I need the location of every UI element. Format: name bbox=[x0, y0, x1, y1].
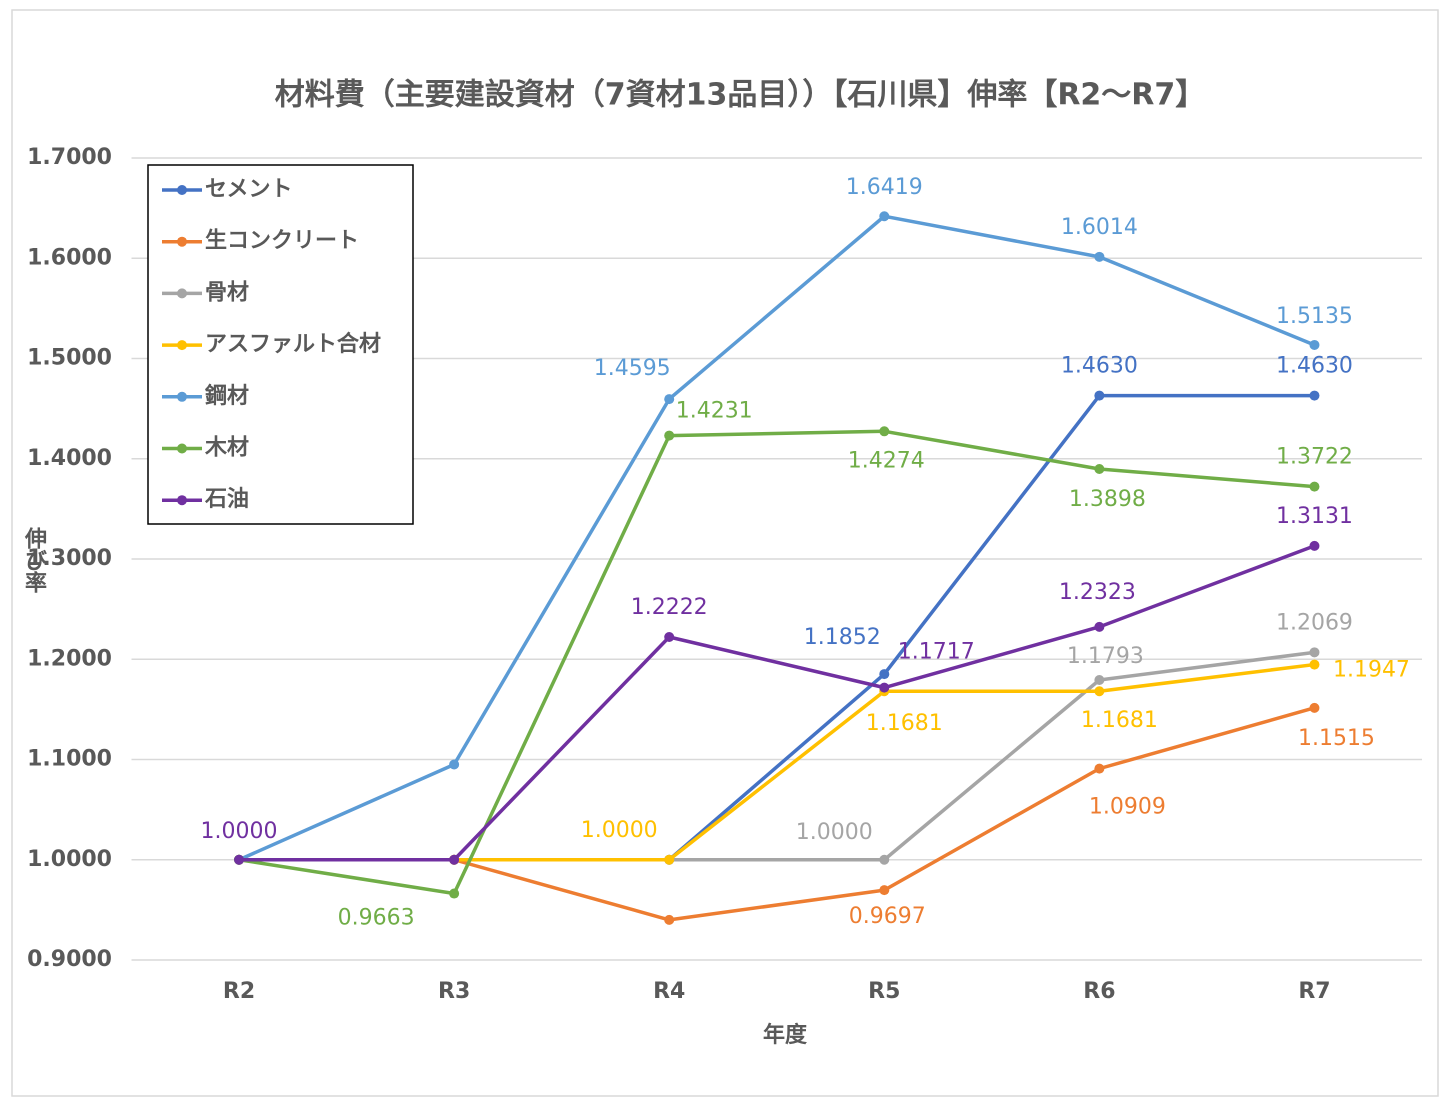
legend-marker bbox=[177, 340, 187, 351]
point bbox=[664, 914, 675, 925]
point bbox=[879, 211, 890, 222]
point bbox=[1094, 675, 1105, 686]
point bbox=[449, 854, 460, 865]
point bbox=[879, 885, 890, 896]
point bbox=[879, 854, 890, 865]
data-label: 1.1515 bbox=[1298, 726, 1375, 751]
legend-label: 鋼材 bbox=[204, 383, 249, 409]
data-label: 1.2069 bbox=[1276, 610, 1353, 635]
chart-title: 材料費（主要建設資材（7資材13品目））【石川県】伸率【R2～R7】 bbox=[275, 78, 1206, 113]
data-label: 1.4274 bbox=[848, 448, 925, 473]
point bbox=[1309, 647, 1320, 658]
series bbox=[234, 211, 1320, 865]
data-label: 1.6419 bbox=[846, 175, 923, 200]
data-label: 1.1717 bbox=[898, 640, 975, 665]
data-label: 1.2222 bbox=[631, 595, 708, 620]
point bbox=[1309, 339, 1320, 350]
data-label: 1.4231 bbox=[676, 399, 753, 424]
point bbox=[664, 631, 675, 642]
data-label: 1.3131 bbox=[1276, 504, 1353, 529]
point bbox=[234, 854, 245, 865]
legend-marker bbox=[177, 236, 187, 247]
y-axis-label: 伸び率 bbox=[21, 527, 48, 593]
legend-marker bbox=[177, 391, 187, 402]
data-label: 1.0000 bbox=[201, 819, 278, 844]
data-label: 1.1681 bbox=[866, 711, 943, 736]
legend-marker bbox=[177, 495, 187, 506]
data-label: 1.0000 bbox=[796, 820, 873, 845]
point bbox=[664, 394, 675, 405]
series-line bbox=[238, 214, 1316, 862]
legend-label: 生コンクリート bbox=[205, 229, 359, 254]
legend-marker bbox=[177, 288, 187, 299]
point bbox=[664, 854, 675, 865]
series-line bbox=[238, 429, 1315, 896]
y-tick-label: 1.4000 bbox=[27, 446, 112, 471]
point bbox=[1094, 763, 1105, 774]
point bbox=[1309, 481, 1320, 492]
x-axis-label: 年度 bbox=[763, 1022, 808, 1048]
y-tick-label: 1.2000 bbox=[27, 646, 112, 671]
point bbox=[1094, 686, 1105, 697]
series-line bbox=[239, 544, 1316, 862]
y-tick-label: 1.3000 bbox=[27, 546, 112, 571]
x-tick-label: R4 bbox=[653, 979, 685, 1004]
series bbox=[234, 540, 1320, 865]
legend-marker bbox=[177, 443, 187, 454]
data-label: 1.3898 bbox=[1069, 487, 1146, 512]
data-label: 1.0000 bbox=[581, 818, 658, 843]
y-tick-label: 1.6000 bbox=[27, 245, 112, 270]
data-label: 0.9663 bbox=[338, 906, 415, 931]
y-tick-label: 1.0000 bbox=[27, 847, 112, 872]
data-label: 1.4630 bbox=[1061, 354, 1138, 379]
point bbox=[879, 426, 890, 437]
data-label: 1.1681 bbox=[1081, 708, 1158, 733]
legend-marker bbox=[177, 185, 187, 195]
data-label: 1.6014 bbox=[1061, 215, 1138, 240]
y-tick-label: 1.5000 bbox=[27, 346, 112, 371]
data-label: 1.0909 bbox=[1089, 795, 1166, 820]
point bbox=[1309, 659, 1320, 670]
data-label: 1.4595 bbox=[594, 356, 671, 381]
data-label: 1.5135 bbox=[1276, 304, 1353, 329]
y-tick-label: 0.9000 bbox=[27, 947, 112, 972]
point bbox=[879, 669, 890, 680]
data-label: 1.4630 bbox=[1276, 354, 1353, 379]
point bbox=[664, 430, 675, 441]
x-tick-label: R2 bbox=[223, 979, 255, 1004]
y-tick-label: 1.7000 bbox=[27, 145, 112, 170]
y-tick-label: 1.1000 bbox=[27, 747, 112, 772]
point bbox=[1094, 621, 1105, 632]
point bbox=[1309, 540, 1320, 551]
point bbox=[1094, 463, 1105, 474]
legend-label: 木材 bbox=[204, 436, 249, 461]
legend-label: セメント bbox=[205, 177, 293, 202]
x-tick-label: R6 bbox=[1083, 979, 1115, 1004]
data-label: 0.9697 bbox=[849, 904, 926, 929]
x-tick-label: R5 bbox=[868, 979, 900, 1004]
data-label: 1.1793 bbox=[1067, 644, 1144, 669]
data-label: 1.2323 bbox=[1059, 580, 1136, 605]
point bbox=[449, 759, 460, 770]
legend-label: 石油 bbox=[204, 487, 249, 512]
x-tick-label: R7 bbox=[1298, 979, 1330, 1004]
point bbox=[1309, 702, 1320, 713]
data-label: 1.3722 bbox=[1276, 445, 1353, 470]
data-label: 1.1852 bbox=[804, 625, 881, 650]
legend-label: 骨材 bbox=[205, 280, 249, 305]
point bbox=[1094, 390, 1105, 401]
point bbox=[1309, 390, 1320, 401]
data-label: 1.1947 bbox=[1333, 658, 1410, 683]
point bbox=[879, 682, 890, 693]
point bbox=[449, 888, 460, 899]
x-tick-label: R3 bbox=[438, 979, 470, 1004]
point bbox=[1094, 251, 1105, 262]
legend-label: アスファルト合材 bbox=[205, 331, 381, 357]
